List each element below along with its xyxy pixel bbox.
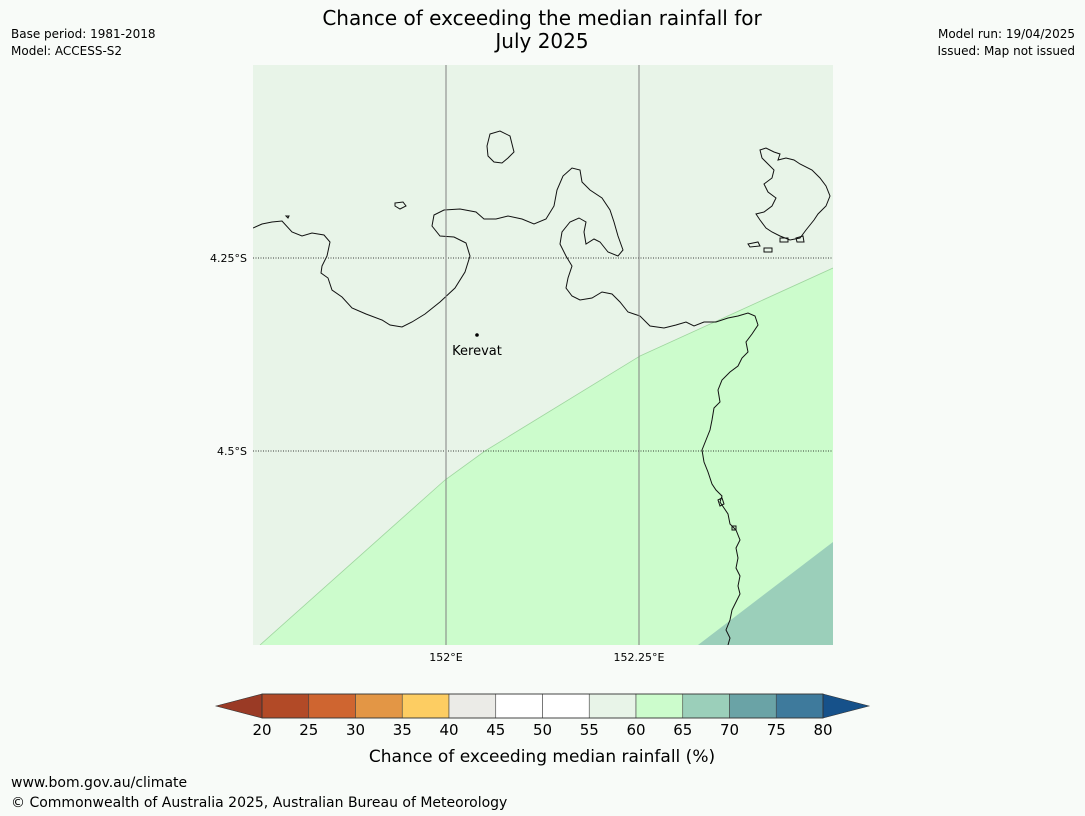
colorbar-tick-label: 80 bbox=[813, 721, 832, 739]
colorbar-segment bbox=[355, 693, 403, 719]
colorbar-tick-label: 75 bbox=[767, 721, 786, 739]
colorbar-segment bbox=[401, 693, 450, 719]
footer-copyright: © Commonwealth of Australia 2025, Austra… bbox=[11, 795, 508, 811]
lat-label-4-5: 4.5°S bbox=[217, 445, 247, 458]
colorbar-tick-label: 70 bbox=[720, 721, 739, 739]
colorbar-segment bbox=[542, 693, 590, 719]
lon-label-152-25: 152.25°E bbox=[614, 651, 665, 664]
colorbar: 20 25 30 35 40 45 50 55 60 65 70 75 80 Chance of exc… bbox=[214, 693, 871, 767]
colorbar-tick-label: 40 bbox=[439, 721, 458, 739]
colorbar-segment bbox=[682, 693, 730, 719]
colorbar-segment bbox=[775, 693, 824, 719]
colorbar-under-arrow bbox=[214, 693, 263, 719]
colorbar-tick-label: 20 bbox=[252, 721, 271, 739]
model-run-text: Model run: 19/04/2025 bbox=[937, 27, 1075, 41]
kerevat-label: Kerevat bbox=[452, 344, 502, 359]
colorbar-tick-label: 45 bbox=[486, 721, 505, 739]
colorbar-tick-label: 65 bbox=[673, 721, 692, 739]
header-left: Base period: 1981-2018 Model: ACCESS-S2 bbox=[11, 26, 156, 60]
footer: www.bom.gov.au/climate © Commonwealth of… bbox=[11, 773, 507, 813]
colorbar-segment bbox=[448, 693, 497, 719]
zone-60-65-edge bbox=[259, 267, 833, 645]
colorbar-tick-label: 55 bbox=[580, 721, 599, 739]
colorbar-segment bbox=[588, 693, 637, 719]
kerevat-marker bbox=[475, 333, 479, 337]
coastline bbox=[253, 130, 831, 645]
zone-65-70 bbox=[698, 542, 833, 645]
colorbar-tick-label: 35 bbox=[393, 721, 412, 739]
colorbar-segment bbox=[729, 693, 777, 719]
colorbar-segment bbox=[635, 693, 684, 719]
base-period-text: Base period: 1981-2018 bbox=[11, 27, 156, 41]
colorbar-segments bbox=[261, 693, 824, 719]
map-panel: 4.25°S 4.5°S 152°E 152.25°E Kerevat bbox=[210, 65, 833, 664]
colorbar-tick-label: 60 bbox=[626, 721, 645, 739]
lat-label-4-25: 4.25°S bbox=[210, 252, 247, 265]
colorbar-tick-labels: 20 25 30 35 40 45 50 55 60 65 70 75 80 bbox=[252, 721, 832, 739]
colorbar-tick-label: 30 bbox=[346, 721, 365, 739]
zone-60-65 bbox=[260, 268, 833, 645]
colorbar-outline bbox=[261, 693, 824, 719]
header-right: Model run: 19/04/2025 Issued: Map not is… bbox=[937, 26, 1075, 60]
footer-url: www.bom.gov.au/climate bbox=[11, 775, 188, 791]
colorbar-title: Chance of exceeding median rainfall (%) bbox=[369, 747, 715, 767]
title-line-2: July 2025 bbox=[495, 29, 589, 53]
colorbar-tick-label: 25 bbox=[299, 721, 318, 739]
page-title: Chance of exceeding the median rainfall … bbox=[242, 7, 842, 53]
colorbar-over-arrow bbox=[822, 693, 871, 719]
colorbar-tick-label: 50 bbox=[533, 721, 552, 739]
model-text: Model: ACCESS-S2 bbox=[11, 44, 123, 58]
colorbar-segment bbox=[308, 693, 356, 719]
colorbar-segment bbox=[261, 693, 310, 719]
title-line-1: Chance of exceeding the median rainfall … bbox=[322, 6, 762, 30]
issued-text: Issued: Map not issued bbox=[937, 44, 1075, 58]
colorbar-segment bbox=[495, 693, 543, 719]
lon-label-152: 152°E bbox=[429, 651, 462, 664]
